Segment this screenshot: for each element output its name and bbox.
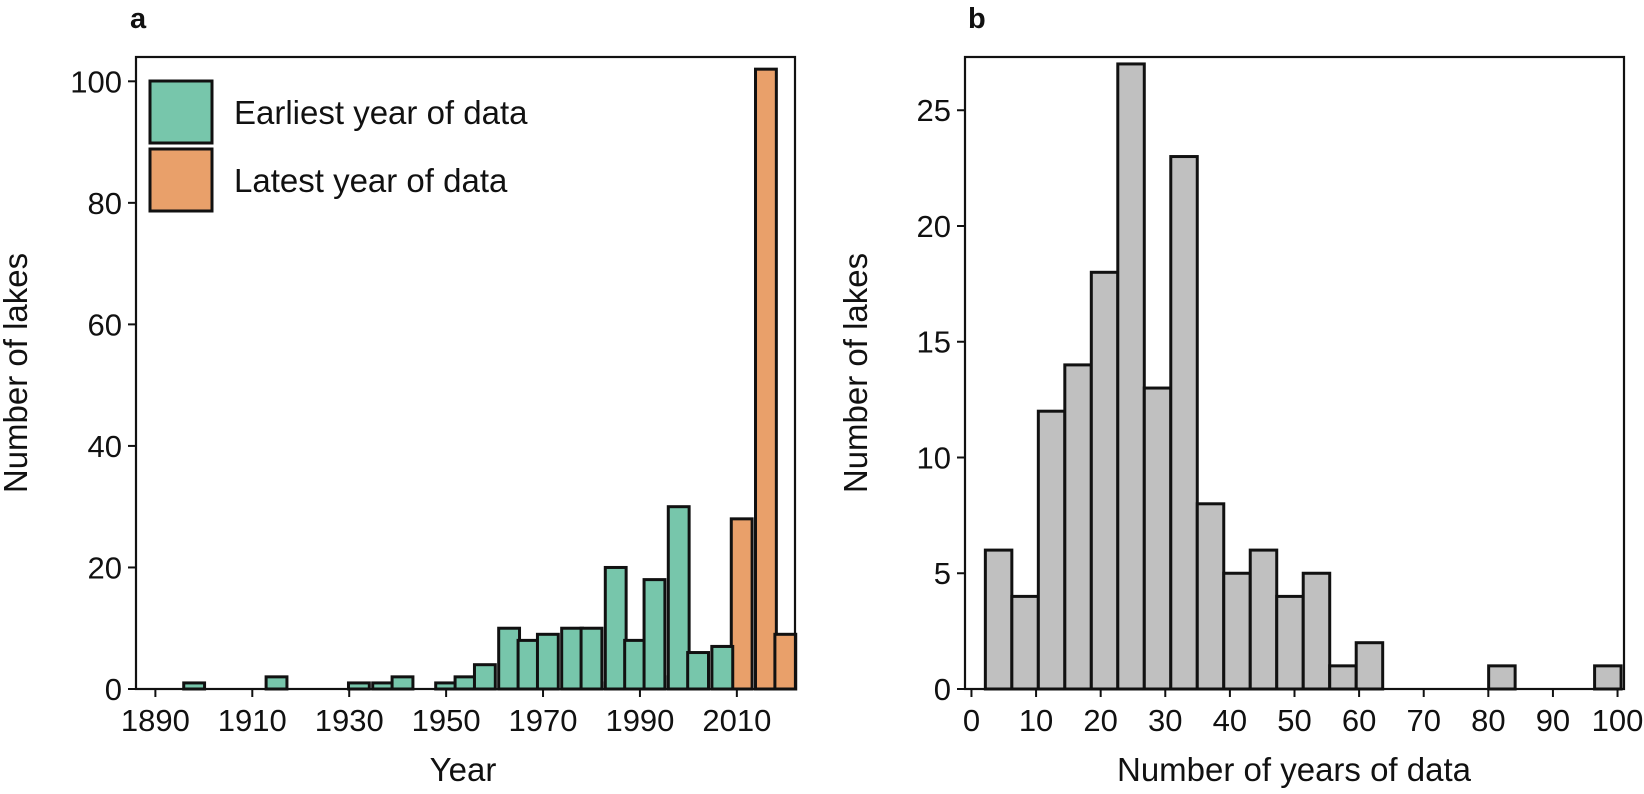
- panel-a-bar-earliest-7: [472, 663, 497, 691]
- panel-b-x-title: Number of years of data: [1117, 751, 1472, 788]
- panel-a-x-tick-label-5: 1990: [605, 703, 674, 738]
- panel-b-bar-hist-14: [1354, 641, 1385, 691]
- panel-b-bar-hist-0: [983, 548, 1014, 691]
- panel-a-bar-earliest-16: [666, 505, 691, 691]
- panel-a-frame: [134, 55, 797, 691]
- panel-a-bar-earliest-14: [623, 638, 648, 691]
- panel-a-x-tick-label-4: 1970: [509, 703, 578, 738]
- panel-a-bar-latest-5: [754, 67, 778, 691]
- panel-a-x-tick-label-0: 1890: [121, 703, 190, 738]
- panel-b-bar-hist-2: [1036, 409, 1067, 691]
- panel-b-y-tick-label-1: 5: [934, 556, 951, 591]
- panel-b-bar-hist-9: [1222, 571, 1252, 691]
- panel-b-bar-hist-15: [1487, 664, 1517, 691]
- panel-b-bar-hist-7: [1169, 155, 1199, 691]
- panel-b-bar-hist-1: [1010, 594, 1040, 691]
- panel-a-bar-earliest-6: [453, 675, 478, 691]
- panel-a-x-tick-label-2: 1930: [315, 703, 384, 738]
- panel-a-bar-earliest-4: [390, 675, 415, 691]
- panel-b-y-title: Number of lakes: [837, 253, 874, 493]
- panel-a-y-tick-label-3: 60: [88, 307, 122, 342]
- legend-label-latest: Latest year of data: [234, 162, 508, 199]
- panel-a-bar-earliest-8: [497, 626, 522, 691]
- panel-b-x-tick-label-2: 20: [1083, 703, 1117, 738]
- panel-b-y-tick-label-0: 0: [934, 672, 951, 707]
- panel-b-bar-hist-16: [1593, 664, 1623, 691]
- panel-b-bar-hist-4: [1089, 270, 1120, 691]
- panel-b-x-tick-label-10: 100: [1592, 703, 1644, 738]
- panel-b-y-tick-label-5: 25: [917, 93, 951, 128]
- panel-b-x-tick-label-0: 0: [963, 703, 980, 738]
- panel-b-bars: [983, 62, 1623, 691]
- panel-a-bar-earliest-1: [264, 675, 289, 691]
- panel-b-label: b: [968, 3, 986, 35]
- panel-a-bar-earliest-11: [560, 626, 585, 691]
- panel-b-x-tick-label-7: 70: [1406, 703, 1440, 738]
- panel-a-bar-earliest-13: [603, 565, 628, 691]
- panel-a-label: a: [130, 3, 147, 35]
- panel-a-bar-earliest-18: [710, 644, 735, 691]
- panel-b-bar-hist-11: [1275, 594, 1305, 691]
- panel-a-x-tick-label-6: 2010: [702, 703, 771, 738]
- panel-a-x-tick-label-3: 1950: [412, 703, 481, 738]
- panel-b: b 0 10 20 30 40 50 60 70 80 90 100 0 5 10 15 20 25 Numb…: [837, 3, 1643, 788]
- panel-b-bar-hist-3: [1063, 363, 1093, 691]
- panel-b-x-tick-label-6: 60: [1342, 703, 1376, 738]
- panel-b-y-tick-label-4: 20: [917, 209, 951, 244]
- panel-a-bar-latest-4: [729, 517, 754, 691]
- panel-a-bar-earliest-15: [642, 578, 667, 691]
- panel-a-y-tick-label-5: 100: [70, 64, 122, 99]
- panel-a-y-tick-label-1: 20: [88, 550, 122, 585]
- panel-b-bar-hist-12: [1301, 571, 1332, 691]
- panel-b-x-tick-label-5: 50: [1277, 703, 1311, 738]
- panel-b-bar-hist-6: [1142, 386, 1173, 691]
- panel-b-x-tick-label-9: 90: [1536, 703, 1570, 738]
- panel-b-x-tick-label-4: 40: [1213, 703, 1247, 738]
- panel-b-y-tick-label-2: 10: [917, 440, 951, 475]
- panel-a-y-axis: 0 20 40 60 80 100: [70, 64, 136, 707]
- panel-b-x-tick-label-3: 30: [1148, 703, 1182, 738]
- legend-label-earliest: Earliest year of data: [234, 94, 528, 131]
- legend: Earliest year of data Latest year of dat…: [148, 79, 528, 213]
- panel-a-x-tick-label-1: 1910: [218, 703, 287, 738]
- panel-b-x-tick-label-8: 80: [1471, 703, 1505, 738]
- panel-a-bar-earliest-17: [686, 651, 711, 691]
- panel-a-bar-earliest-9: [516, 638, 541, 691]
- panel-b-y-axis: 0 5 10 15 20 25: [917, 93, 965, 707]
- panel-a-x-title: Year: [430, 751, 497, 788]
- panel-a-x-axis: 1890 1910 1930 1950 1970 1990 2010: [121, 689, 771, 738]
- panel-a-bar-latest-6: [773, 632, 798, 691]
- panel-a-y-tick-label-4: 80: [88, 186, 122, 221]
- panel-b-bar-hist-5: [1116, 62, 1146, 691]
- panel-b-bar-hist-10: [1248, 548, 1279, 691]
- legend-swatch-latest: [148, 147, 214, 213]
- panel-a-y-tick-label-2: 40: [88, 429, 122, 464]
- panel-b-bar-hist-8: [1195, 502, 1226, 691]
- panel-b-x-tick-label-1: 10: [1019, 703, 1053, 738]
- panel-a-y-tick-label-0: 0: [105, 672, 122, 707]
- panel-b-y-tick-label-3: 15: [917, 325, 951, 360]
- panel-a: a 1890 1910 1930 1950 1970 1990 2010 0 20 40 60 80…: [0, 3, 798, 788]
- legend-swatch-earliest: [148, 79, 214, 145]
- panel-a-bar-earliest-10: [535, 632, 560, 691]
- panel-b-bar-hist-13: [1328, 664, 1358, 691]
- panel-a-bar-earliest-12: [579, 626, 604, 691]
- panel-b-x-axis: 0 10 20 30 40 50 60 70 80 90 100: [963, 689, 1644, 738]
- panel-a-y-title: Number of lakes: [0, 253, 34, 493]
